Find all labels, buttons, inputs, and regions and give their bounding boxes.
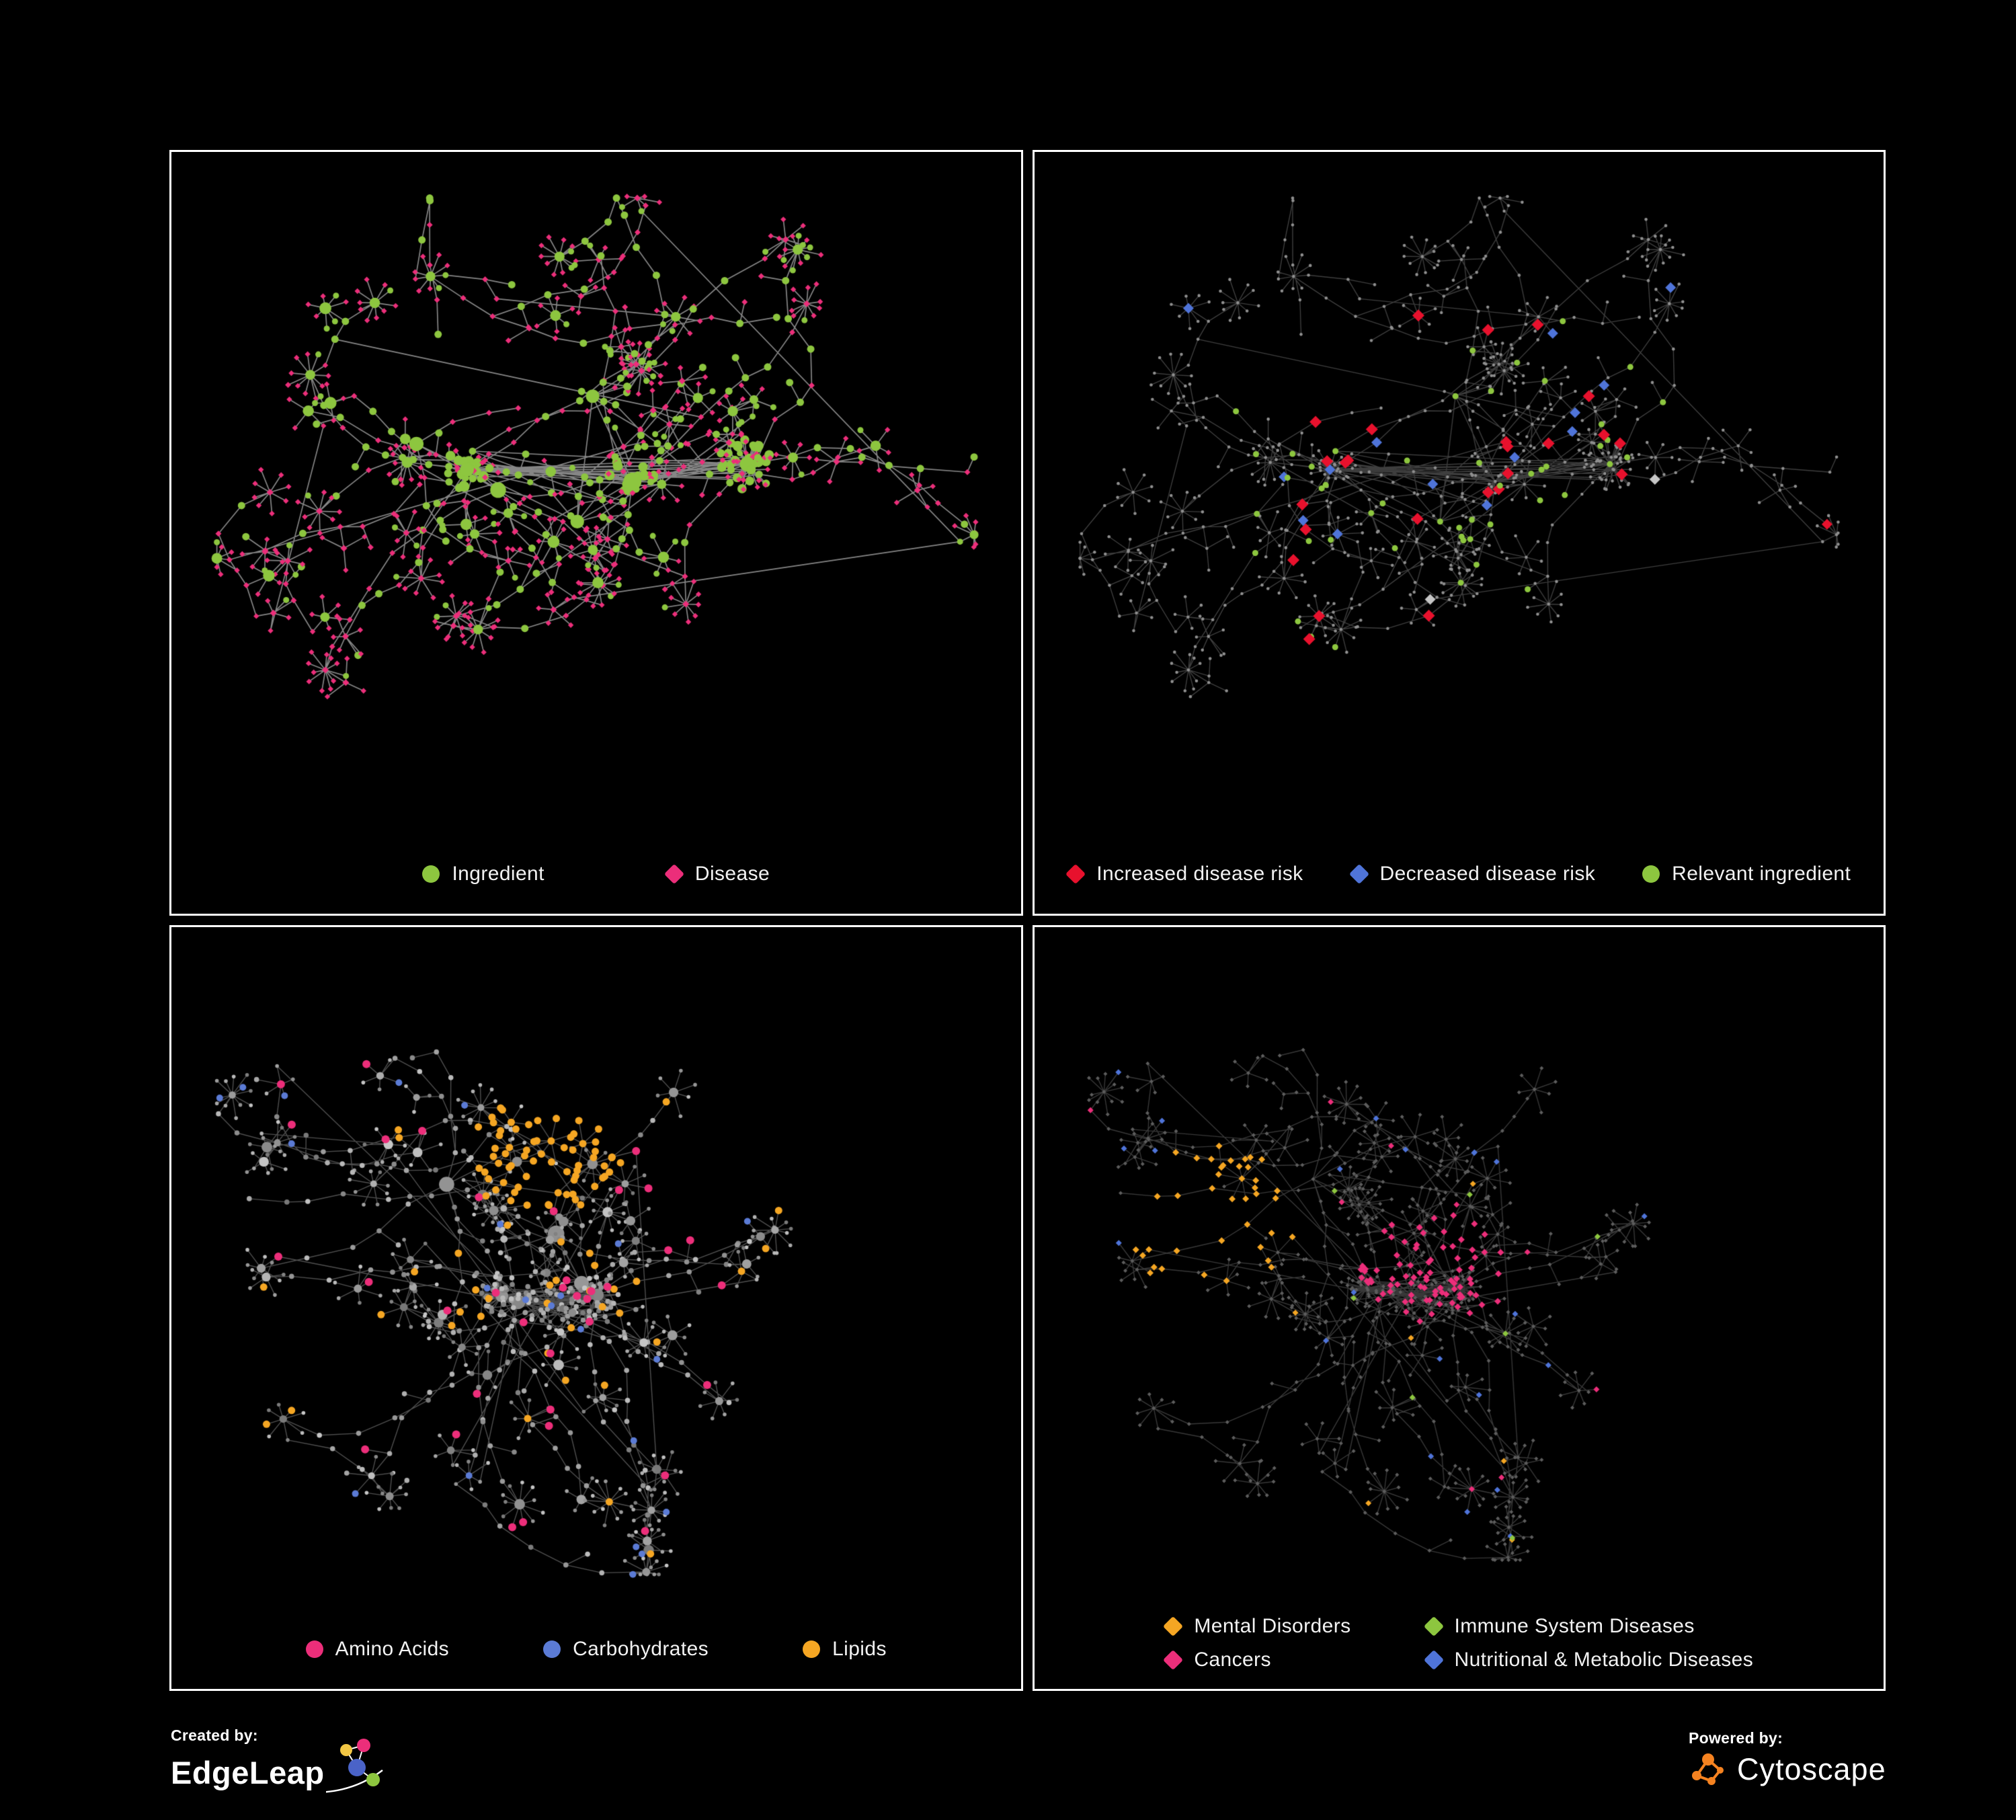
legend-label: Increased disease risk xyxy=(1096,863,1303,885)
network-view xyxy=(1034,152,1884,844)
legend-label: Nutritional & Metabolic Diseases xyxy=(1454,1649,1754,1671)
legend-item: Lipids xyxy=(803,1638,887,1661)
legend: Amino Acids Carbohydrates Lipids xyxy=(171,1619,1021,1689)
created-by-block: Created by: EdgeLeap xyxy=(171,1727,401,1797)
edgeleap-logo: EdgeLeap xyxy=(171,1739,401,1797)
legend-label: Relevant ingredient xyxy=(1672,863,1851,885)
legend-label: Ingredient xyxy=(452,863,545,885)
edgeleap-logo-icon xyxy=(325,1739,383,1793)
carbohydrates-marker-icon xyxy=(543,1640,561,1658)
legend-label: Lipids xyxy=(832,1638,887,1660)
legend-item: Ingredient xyxy=(422,863,544,885)
legend-item: Carbohydrates xyxy=(543,1638,709,1661)
legend-label: Immune System Diseases xyxy=(1454,1615,1695,1637)
legend-item: Nutritional & Metabolic Diseases xyxy=(1423,1649,1754,1671)
legend-label: Amino Acids xyxy=(335,1638,450,1660)
legend-label: Disease xyxy=(694,863,770,885)
legend-item: Cancers xyxy=(1163,1649,1350,1671)
created-by-label: Created by: xyxy=(171,1727,258,1744)
disease-risk-network-canvas xyxy=(1034,152,1884,844)
network-view xyxy=(171,927,1021,1619)
edgeleap-wordmark: EdgeLeap xyxy=(171,1754,325,1790)
increased-risk-marker-icon xyxy=(1065,863,1086,885)
legend: Increased disease risk Decreased disease… xyxy=(1035,844,1884,914)
legend-item: Disease xyxy=(663,863,770,885)
cytoscape-logo-icon xyxy=(1692,1753,1724,1785)
legend-item: Amino Acids xyxy=(305,1638,450,1661)
legend-label: Mental Disorders xyxy=(1194,1615,1351,1637)
network-view xyxy=(1034,927,1884,1604)
disease-marker-icon xyxy=(663,863,684,885)
powered-by-label: Powered by: xyxy=(1689,1729,1783,1747)
legend-label: Cancers xyxy=(1194,1649,1271,1671)
network-view xyxy=(171,152,1021,844)
decreased-risk-marker-icon xyxy=(1348,863,1369,885)
legend-label: Carbohydrates xyxy=(573,1638,709,1660)
cancers-marker-icon xyxy=(1163,1649,1184,1671)
immune-diseases-marker-icon xyxy=(1423,1616,1444,1637)
nutrient-class-network-canvas xyxy=(171,927,1021,1619)
powered-by-block: Powered by: Cytoscape xyxy=(1689,1729,1886,1789)
ingredient-disease-network-canvas xyxy=(171,152,1021,844)
ingredient-marker-icon xyxy=(422,865,440,883)
legend-item: Mental Disorders xyxy=(1163,1615,1351,1638)
panel-nutrient-classes: Amino Acids Carbohydrates Lipids xyxy=(169,925,1023,1691)
relevant-ingredient-marker-icon xyxy=(1642,865,1660,883)
mental-disorders-marker-icon xyxy=(1163,1616,1184,1637)
legend-item: Increased disease risk xyxy=(1065,863,1303,885)
cytoscape-logo: Cytoscape xyxy=(1689,1750,1886,1789)
legend: Mental Disorders Immune System Diseases … xyxy=(1035,1604,1884,1689)
panel-disease-risk: Increased disease risk Decreased disease… xyxy=(1032,150,1886,916)
lipids-marker-icon xyxy=(803,1640,821,1658)
panel-grid: Ingredient Disease Increased disease ris… xyxy=(169,150,1886,1691)
legend-item: Decreased disease risk xyxy=(1348,863,1596,885)
legend-item: Relevant ingredient xyxy=(1642,863,1851,885)
nutritional-metabolic-marker-icon xyxy=(1423,1649,1444,1671)
amino-acids-marker-icon xyxy=(305,1640,323,1658)
disease-class-network-canvas xyxy=(1034,927,1884,1604)
legend-label: Decreased disease risk xyxy=(1379,863,1596,885)
legend: Ingredient Disease xyxy=(171,844,1021,914)
panel-ingredient-disease: Ingredient Disease xyxy=(169,150,1023,916)
legend-item: Immune System Diseases xyxy=(1423,1615,1754,1638)
panel-disease-classes: Mental Disorders Immune System Diseases … xyxy=(1032,925,1886,1691)
cytoscape-wordmark: Cytoscape xyxy=(1737,1752,1886,1786)
